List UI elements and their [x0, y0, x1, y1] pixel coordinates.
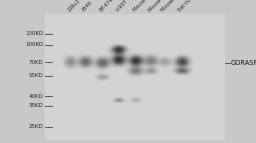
- Text: U-937: U-937: [115, 0, 129, 13]
- Text: 40KD: 40KD: [29, 94, 44, 99]
- Text: Mouse liver: Mouse liver: [132, 0, 156, 13]
- Text: Rat liver: Rat liver: [177, 0, 196, 13]
- Text: 35KD: 35KD: [29, 103, 44, 108]
- Text: Mouse heart: Mouse heart: [161, 0, 186, 13]
- Text: 55KD: 55KD: [29, 74, 44, 79]
- Text: BT-474: BT-474: [99, 0, 114, 13]
- Text: 130KD: 130KD: [25, 31, 44, 36]
- Text: Mouse kidney: Mouse kidney: [147, 0, 175, 13]
- Text: GORASP1: GORASP1: [230, 60, 256, 66]
- Text: 100KD: 100KD: [25, 42, 44, 47]
- Text: 22Rv1: 22Rv1: [66, 0, 81, 13]
- Text: A549: A549: [82, 0, 94, 13]
- Text: 25KD: 25KD: [29, 124, 44, 129]
- Text: 70KD: 70KD: [29, 60, 44, 65]
